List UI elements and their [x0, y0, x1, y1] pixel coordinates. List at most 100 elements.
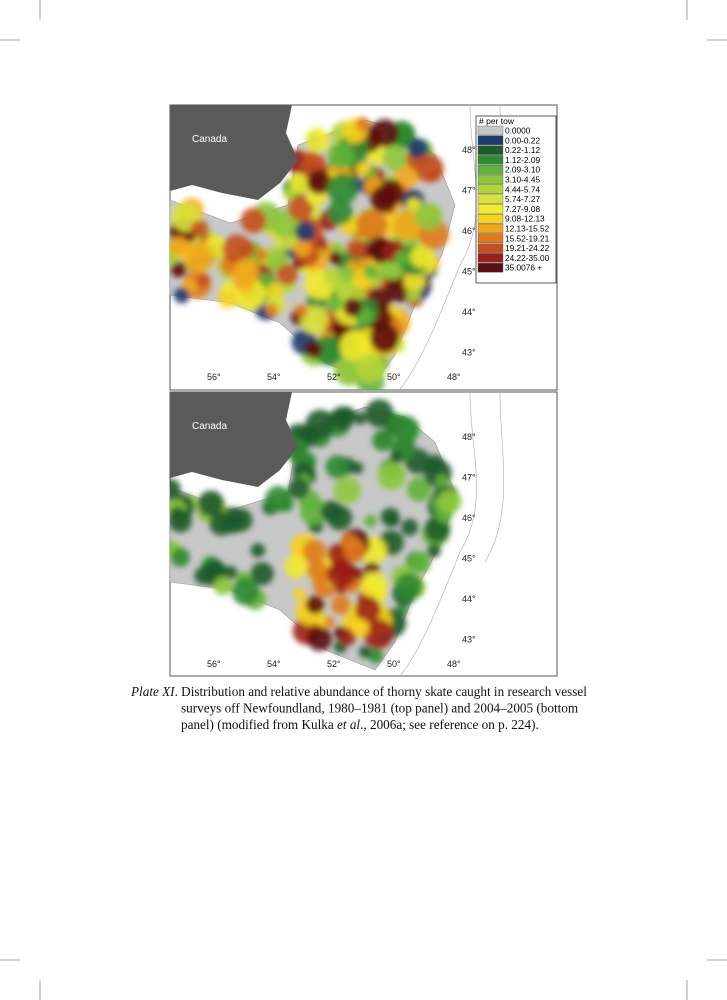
legend-label: 12.13-15.52: [505, 224, 550, 234]
legend-label: 19.21-24.22: [505, 243, 550, 253]
lat-label: 48°: [462, 432, 476, 442]
lon-label: 52°: [327, 659, 341, 669]
blob: [305, 409, 335, 440]
lon-label: 52°: [327, 372, 341, 382]
blob: [425, 454, 445, 474]
blob: [294, 304, 308, 318]
blob: [372, 429, 394, 452]
legend: # per tow0.00000.00-0.220.22-1.121.12-2.…: [475, 115, 557, 284]
blob: [306, 559, 328, 581]
blob: [170, 261, 187, 278]
legend-label: 35.0076 +: [505, 263, 542, 273]
blob: [339, 330, 371, 362]
lon-label: 48°: [447, 659, 461, 669]
lat-label: 45°: [462, 554, 476, 564]
blob: [407, 477, 432, 502]
blob: [367, 647, 384, 664]
legend-swatch: [477, 174, 504, 185]
blob: [380, 507, 400, 527]
blob: [364, 514, 378, 528]
blob: [437, 489, 462, 514]
caption-text: Plate XI: [130, 684, 175, 699]
blob: [414, 202, 443, 231]
blob: [307, 626, 332, 652]
blob: [283, 188, 296, 201]
caption-line: panel) (modified from Kulka et al., 2006…: [181, 717, 539, 732]
legend-swatch: [477, 263, 504, 273]
legend-label: 4.44-5.74: [505, 184, 540, 194]
legend-label: 0.00-0.22: [505, 135, 540, 145]
land-label: Canada: [192, 134, 227, 145]
blob: [197, 490, 224, 517]
blob: [370, 185, 398, 213]
lat-label: 45°: [462, 267, 476, 277]
lat-label: 43°: [462, 635, 476, 645]
blob: [415, 154, 444, 183]
lon-label: 48°: [447, 372, 461, 382]
blob: [183, 242, 214, 274]
caption-text: panel) (modified from Kulka: [181, 717, 337, 732]
blob: [327, 142, 355, 169]
blob: [287, 195, 314, 221]
blob: [170, 509, 192, 533]
lat-label: 46°: [462, 226, 476, 236]
abundance-blobs: [170, 117, 449, 390]
legend-swatch: [477, 135, 504, 146]
legend-title: # per tow: [479, 116, 515, 126]
lat-label: 48°: [462, 145, 476, 155]
blob: [288, 478, 310, 499]
blob: [325, 455, 349, 479]
blob: [229, 508, 253, 532]
blob: [293, 238, 312, 257]
blob: [255, 248, 268, 262]
legend-swatch: [477, 155, 504, 165]
blob: [338, 265, 355, 282]
lon-label: 50°: [387, 659, 401, 669]
blob: [343, 297, 363, 317]
blob: [356, 209, 388, 241]
blob: [209, 511, 234, 536]
land: [170, 105, 298, 200]
blob: [358, 645, 372, 659]
blob: [408, 551, 431, 574]
blob: [240, 207, 267, 234]
blob: [250, 562, 274, 586]
blob: [170, 236, 189, 256]
blob: [222, 234, 252, 264]
legend-swatch: [477, 194, 504, 204]
blob: [409, 244, 434, 269]
legend-label: 2.09-3.10: [505, 165, 540, 175]
blob: [328, 251, 343, 266]
legend-label: 0.0000: [505, 126, 531, 136]
blob: [355, 117, 370, 132]
blob: [250, 543, 266, 558]
blob: [333, 476, 361, 504]
caption-text: et al: [337, 717, 360, 732]
blob: [232, 578, 259, 606]
abundance-blobs: [170, 399, 462, 664]
blob: [377, 461, 407, 491]
legend-label: 1.12-2.09: [505, 155, 540, 165]
blob: [213, 576, 233, 596]
legend-label: 7.27-9.08: [505, 204, 540, 214]
caption-line: surveys off Newfoundland, 1980–1981 (top…: [181, 701, 579, 716]
blob: [331, 594, 351, 615]
blob: [266, 304, 279, 317]
blob: [204, 559, 226, 582]
blob: [333, 356, 364, 386]
blob: [363, 619, 394, 650]
legend-swatch: [477, 243, 504, 253]
blob: [306, 132, 321, 147]
blob: [403, 270, 426, 293]
blob: [302, 539, 327, 564]
blob: [394, 572, 423, 601]
blob: [223, 565, 238, 580]
lon-label: 54°: [267, 659, 281, 669]
legend-swatch: [477, 223, 504, 234]
lon-label: 50°: [387, 372, 401, 382]
blob: [326, 173, 358, 205]
blob: [305, 595, 325, 615]
blob: [370, 119, 399, 148]
lat-label: 47°: [462, 186, 476, 196]
